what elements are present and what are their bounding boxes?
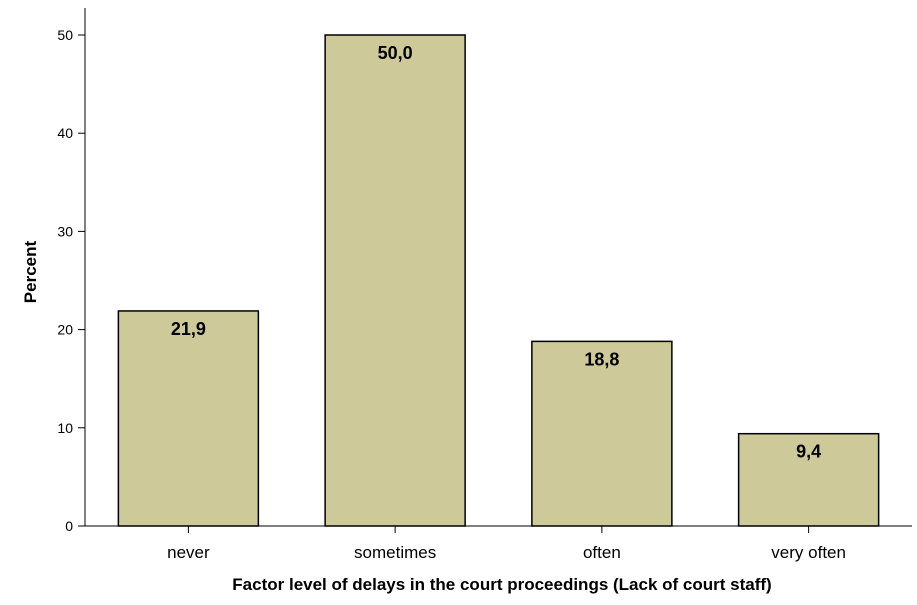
bar-never [117,310,260,527]
data-label: 18,8 [584,349,619,369]
y-tick-label: 40 [57,125,73,141]
y-axis-title: Percent [21,240,40,303]
x-tick-label: sometimes [354,543,436,562]
bars [117,34,880,527]
x-tick-label: very often [771,543,846,562]
data-labels: 21,9 50,0 18,8 9,4 [171,43,821,462]
bar-very-often [737,432,880,527]
data-label: 21,9 [171,319,206,339]
data-label: 50,0 [378,43,413,63]
y-tick-label: 50 [57,27,73,43]
data-label: 9,4 [796,442,821,462]
y-tick-label: 20 [57,322,73,338]
x-tick-label: never [167,543,210,562]
x-axis-title: Factor level of delays in the court proc… [232,575,771,594]
y-tick-label: 0 [65,518,73,534]
x-axis: never sometimes often very often [85,525,912,562]
y-axis: 0 10 20 30 40 50 [57,8,86,534]
y-tick-label: 10 [57,420,73,436]
x-tick-label: often [583,543,621,562]
y-tick-label: 30 [57,223,73,239]
bar-sometimes [324,34,466,527]
bar-often [531,340,673,527]
